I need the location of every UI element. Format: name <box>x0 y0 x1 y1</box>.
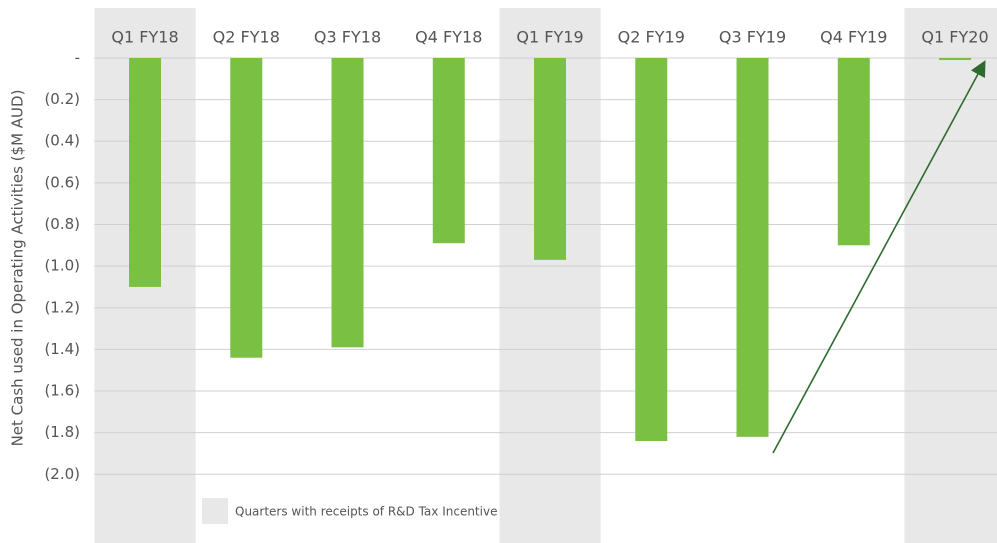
y-tick-label: - <box>75 48 80 66</box>
y-tick-label: (1.2) <box>44 298 80 316</box>
x-tick-label: Q1 FY18 <box>111 28 178 47</box>
y-axis-label: Net Cash used in Operating Activities ($… <box>9 90 27 447</box>
bar <box>331 57 364 348</box>
x-tick-label: Q4 FY19 <box>820 28 887 47</box>
x-tick-label: Q4 FY18 <box>415 28 482 47</box>
x-tick-label: Q1 FY19 <box>516 28 583 47</box>
bar <box>230 57 263 358</box>
bar <box>939 57 972 61</box>
y-tick-label: (0.6) <box>44 173 80 191</box>
y-tick-label: (0.4) <box>44 132 80 150</box>
y-tick-label: (1.6) <box>44 382 80 400</box>
bar <box>432 57 465 244</box>
y-tick-label: (1.8) <box>44 423 80 441</box>
trend-arrow <box>772 60 986 454</box>
y-tick-label: (0.8) <box>44 215 80 233</box>
legend-swatch <box>202 498 228 524</box>
x-tick-label: Q2 FY18 <box>213 28 280 47</box>
legend-label: Quarters with receipts of R&D Tax Incent… <box>235 505 497 519</box>
y-tick-label: (2.0) <box>44 465 80 483</box>
y-tick-label: (0.2) <box>44 90 80 108</box>
bar <box>837 57 870 246</box>
bar <box>534 57 567 260</box>
highlight-band <box>904 8 997 543</box>
x-tick-label: Q3 FY18 <box>314 28 381 47</box>
bar <box>736 57 769 437</box>
bar <box>635 57 668 441</box>
y-tick-label: (1.0) <box>44 257 80 275</box>
y-tick-label: (1.4) <box>44 340 80 358</box>
x-tick-label: Q3 FY19 <box>719 28 786 47</box>
x-tick-label: Q1 FY20 <box>921 28 988 47</box>
x-tick-label: Q2 FY19 <box>618 28 685 47</box>
bar <box>129 57 162 287</box>
